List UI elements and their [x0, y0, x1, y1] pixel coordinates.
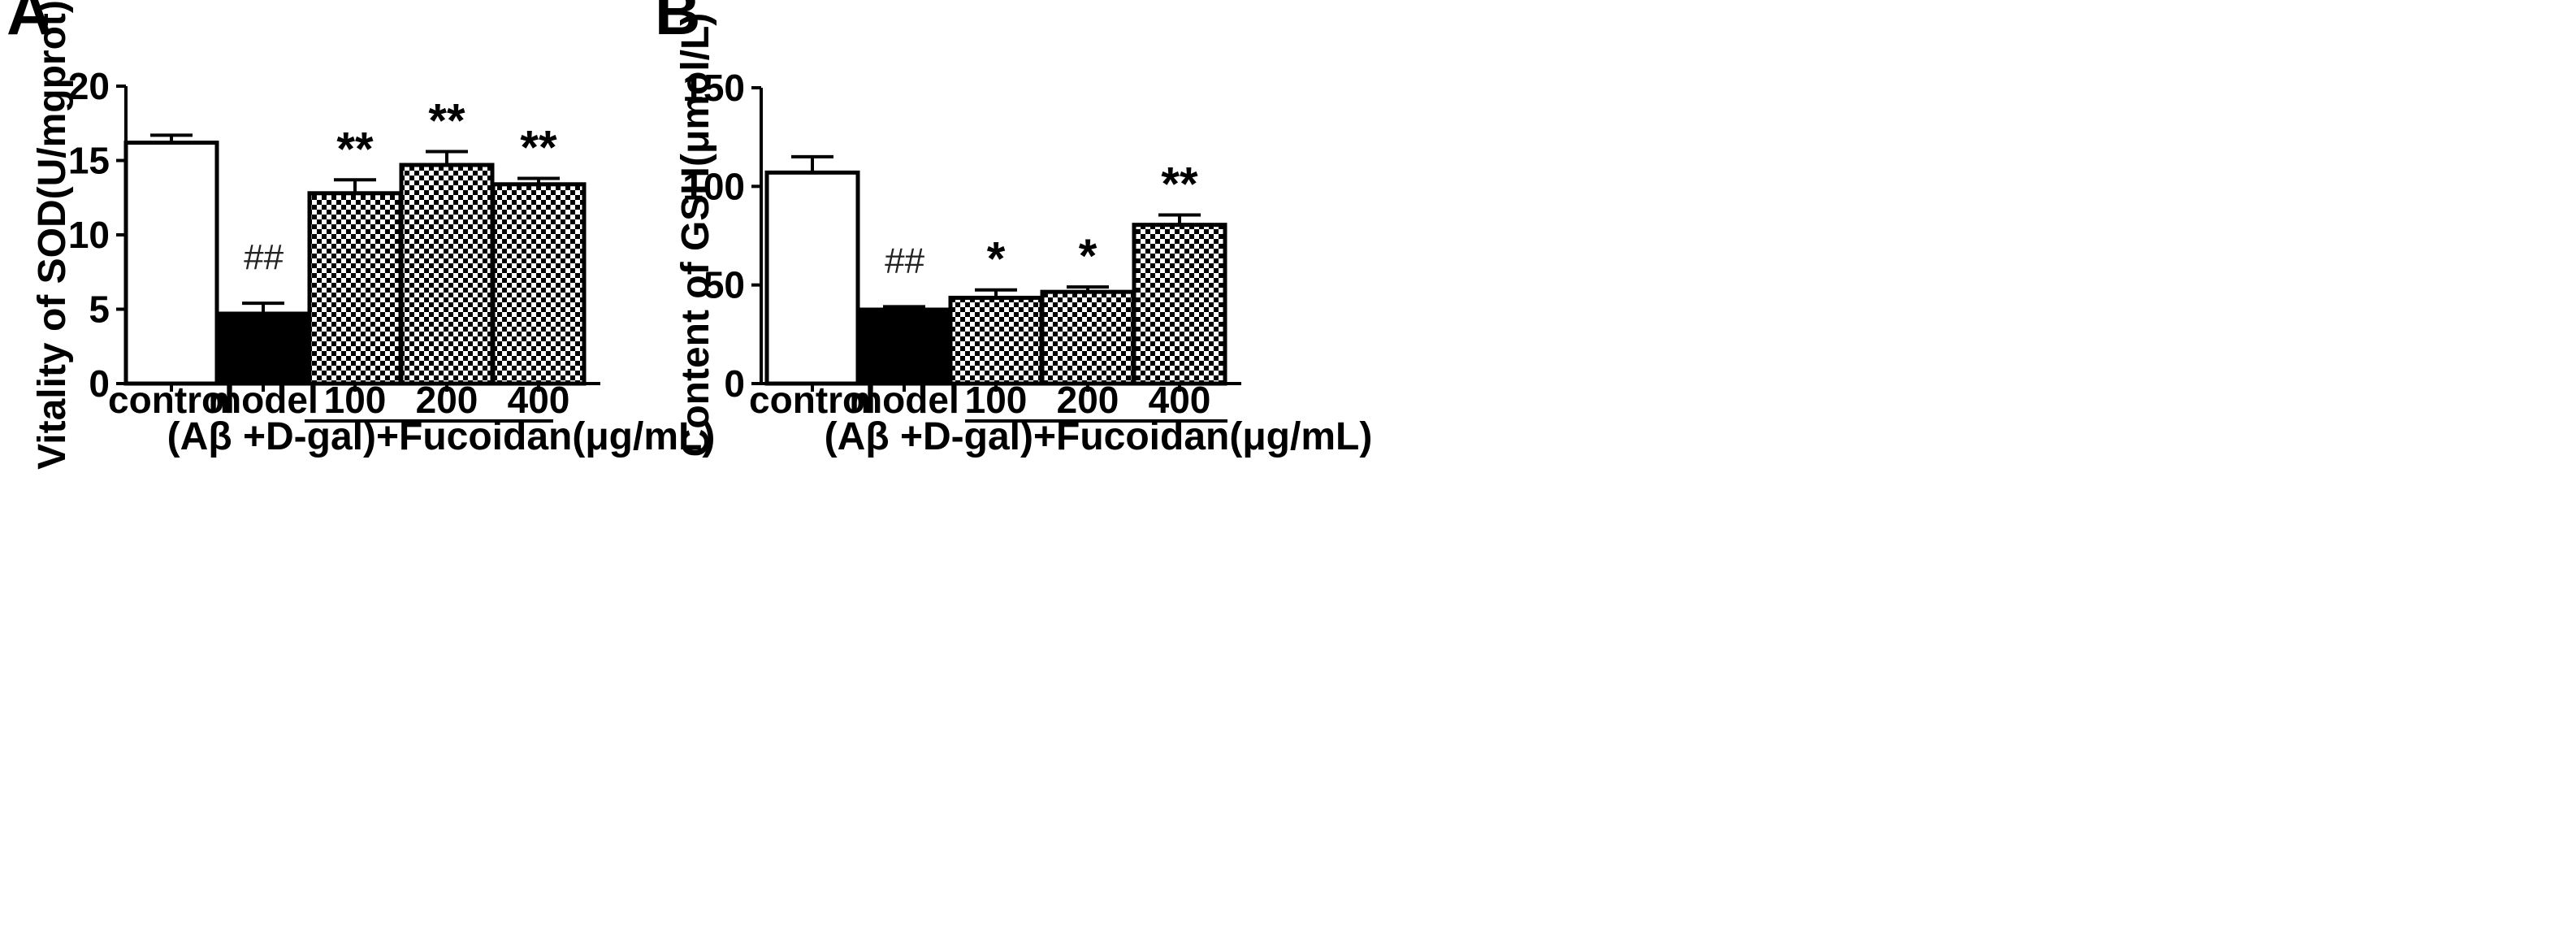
y-tick-label: 100	[682, 165, 745, 207]
bar-400	[1132, 223, 1227, 386]
x-tick-label: control	[749, 379, 876, 421]
bar-model	[215, 311, 311, 386]
bar-control	[764, 170, 860, 386]
bar-200	[399, 163, 495, 386]
significance-star-label: *	[987, 233, 1006, 286]
y-tick-label: 150	[682, 67, 745, 109]
significance-star-label: **	[1161, 158, 1198, 211]
bar-model	[856, 307, 952, 386]
bar-100	[307, 191, 403, 386]
bar-100	[948, 295, 1044, 386]
y-tick-label: 0	[89, 362, 110, 405]
bar-200	[1040, 289, 1136, 386]
y-axis-label: Vitality of SOD(U/mgprot)	[31, 0, 74, 470]
x-tick-label: 200	[1057, 379, 1119, 421]
x-tick-label: 400	[1149, 379, 1211, 421]
x-tick-label: 100	[965, 379, 1028, 421]
y-tick-label: 10	[68, 214, 110, 256]
significance-star-label: **	[336, 123, 374, 176]
panel-letter: B	[655, 0, 700, 48]
panel-letter: A	[6, 0, 52, 48]
group-label: (Aβ +D-gal)+Fucoidan(μg/mL)	[167, 415, 716, 458]
significance-hash-label: ##	[244, 237, 284, 277]
x-tick-label: model	[208, 379, 318, 421]
bar-400	[491, 182, 587, 386]
x-tick-label: 200	[416, 379, 478, 421]
significance-star-label: **	[428, 95, 465, 148]
y-tick-label: 5	[89, 288, 110, 331]
y-tick-label: 50	[704, 264, 745, 306]
y-tick-label: 20	[68, 65, 110, 107]
bar-control	[123, 141, 219, 386]
group-label: (Aβ +D-gal)+Fucoidan(μg/mL)	[825, 415, 1373, 458]
significance-hash-label: ##	[885, 241, 924, 280]
significance-star-label: **	[520, 121, 557, 174]
x-tick-label: 400	[508, 379, 570, 421]
x-tick-label: model	[849, 379, 959, 421]
y-axis-label: Content of GSH(μmol/L)	[674, 13, 717, 458]
x-tick-label: 100	[324, 379, 387, 421]
y-tick-label: 15	[68, 140, 110, 182]
significance-star-label: *	[1079, 230, 1098, 283]
y-tick-label: 0	[724, 362, 745, 405]
x-tick-label: control	[108, 379, 235, 421]
